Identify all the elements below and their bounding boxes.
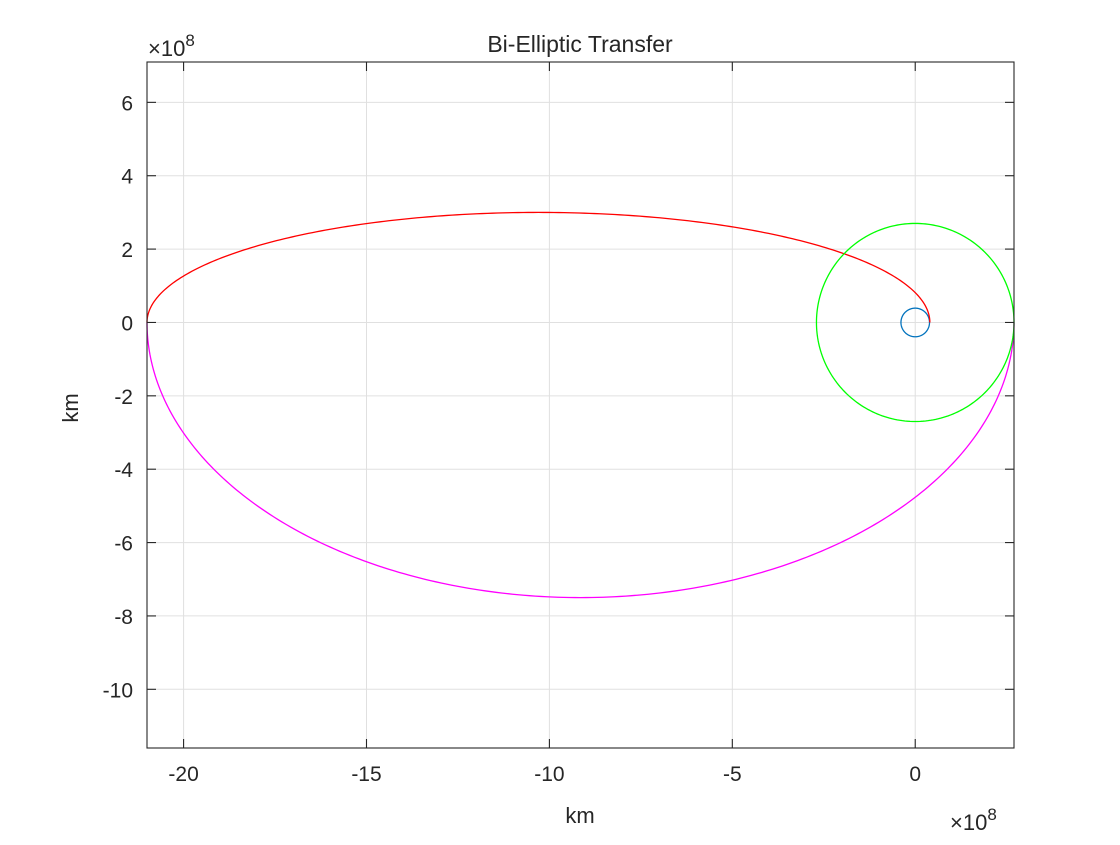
- y-tick-label: -10: [103, 679, 133, 702]
- y-tick-label: 6: [121, 92, 133, 115]
- chart-title: Bi-Elliptic Transfer: [487, 31, 673, 57]
- y-tick-label: -2: [114, 386, 133, 409]
- x-tick-label: -10: [534, 763, 564, 786]
- y-tick-labels: -10 -8 -6 -4 -2 0 2 4 6: [103, 92, 134, 702]
- tick-marks: [147, 62, 1014, 748]
- plot-area: [147, 62, 1014, 748]
- grid-lines: [147, 62, 1014, 748]
- series-line-4: [815, 222, 1015, 423]
- y-tick-label: 2: [121, 239, 133, 262]
- x-tick-label: -5: [723, 763, 742, 786]
- y-exponent-base: ×10: [148, 36, 185, 61]
- y-tick-label: -4: [114, 459, 133, 482]
- x-axis-label: km: [565, 803, 594, 828]
- axes-box: [146, 61, 1015, 749]
- x-exponent-label: ×108: [950, 805, 997, 835]
- series-line-3: [146, 322, 1015, 599]
- y-tick-label: -8: [114, 606, 133, 629]
- series-line-1: [900, 307, 931, 338]
- series-line-2: [146, 211, 931, 323]
- y-exponent-power: 8: [185, 31, 194, 50]
- y-tick-label: -6: [114, 533, 133, 556]
- series-layer: [146, 211, 1015, 599]
- x-tick-labels: -20 -15 -10 -5 0: [168, 763, 921, 786]
- x-exponent-power: 8: [987, 805, 996, 824]
- x-exponent-base: ×10: [950, 810, 987, 835]
- y-axis-label: km: [58, 393, 83, 422]
- x-tick-label: 0: [909, 763, 921, 786]
- x-tick-label: -20: [168, 763, 198, 786]
- y-tick-label: 4: [121, 166, 133, 189]
- x-tick-label: -15: [351, 763, 381, 786]
- y-tick-label: 0: [121, 312, 133, 335]
- y-exponent-label: ×108: [148, 31, 195, 61]
